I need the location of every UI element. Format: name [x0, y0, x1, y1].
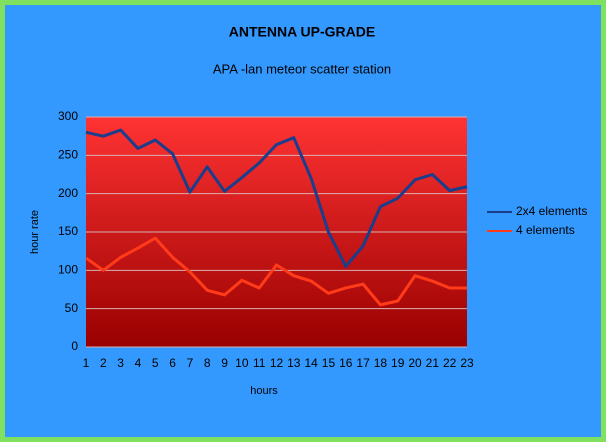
series-line	[85, 236, 467, 307]
legend-label: 4 elements	[516, 223, 575, 237]
y-tick-label: 100	[58, 263, 78, 277]
x-tick-label: 10	[235, 356, 249, 370]
x-axis-label: hours	[250, 385, 278, 397]
y-tick-label: 300	[58, 109, 78, 123]
x-tick-label: 14	[304, 356, 318, 370]
legend-label: 2x4 elements	[516, 204, 587, 218]
x-tick-label: 6	[169, 356, 176, 370]
y-tick-label: 250	[58, 148, 78, 162]
x-tick-label: 2	[100, 356, 107, 370]
x-tick-label: 17	[356, 356, 370, 370]
y-tick-label: 150	[58, 224, 78, 238]
x-tick-label: 9	[221, 356, 228, 370]
x-tick-label: 7	[187, 356, 194, 370]
y-tick-label: 0	[71, 339, 78, 353]
y-tick-label: 200	[58, 186, 78, 200]
x-tick-label: 21	[426, 356, 440, 370]
x-tick-label: 19	[391, 356, 405, 370]
y-tick-label: 50	[65, 301, 79, 315]
x-tick-label: 16	[339, 356, 353, 370]
x-tick-label: 4	[135, 356, 142, 370]
x-tick-label: 15	[322, 356, 336, 370]
series-line	[85, 128, 468, 268]
x-tick-label: 11	[253, 356, 266, 370]
y-axis-label: hour rate	[29, 210, 41, 254]
x-tick-label: 20	[408, 356, 422, 370]
x-tick-label: 22	[443, 356, 457, 370]
x-tick-label: 18	[374, 356, 388, 370]
x-tick-label: 23	[460, 356, 474, 370]
chart-title: ANTENNA UP-GRADE	[229, 24, 375, 40]
x-tick-label: 12	[270, 356, 284, 370]
x-tick-label: 1	[83, 356, 90, 370]
x-tick-label: 5	[152, 356, 159, 370]
x-tick-label: 3	[117, 356, 124, 370]
x-tick-label: 8	[204, 356, 211, 370]
chart-subtitle: APA -lan meteor scatter station	[213, 61, 391, 76]
x-tick-label: 13	[287, 356, 301, 370]
